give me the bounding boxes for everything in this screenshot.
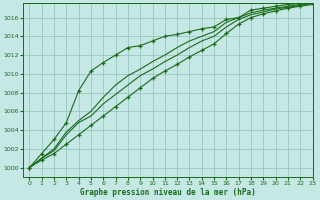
X-axis label: Graphe pression niveau de la mer (hPa): Graphe pression niveau de la mer (hPa) xyxy=(80,188,256,197)
